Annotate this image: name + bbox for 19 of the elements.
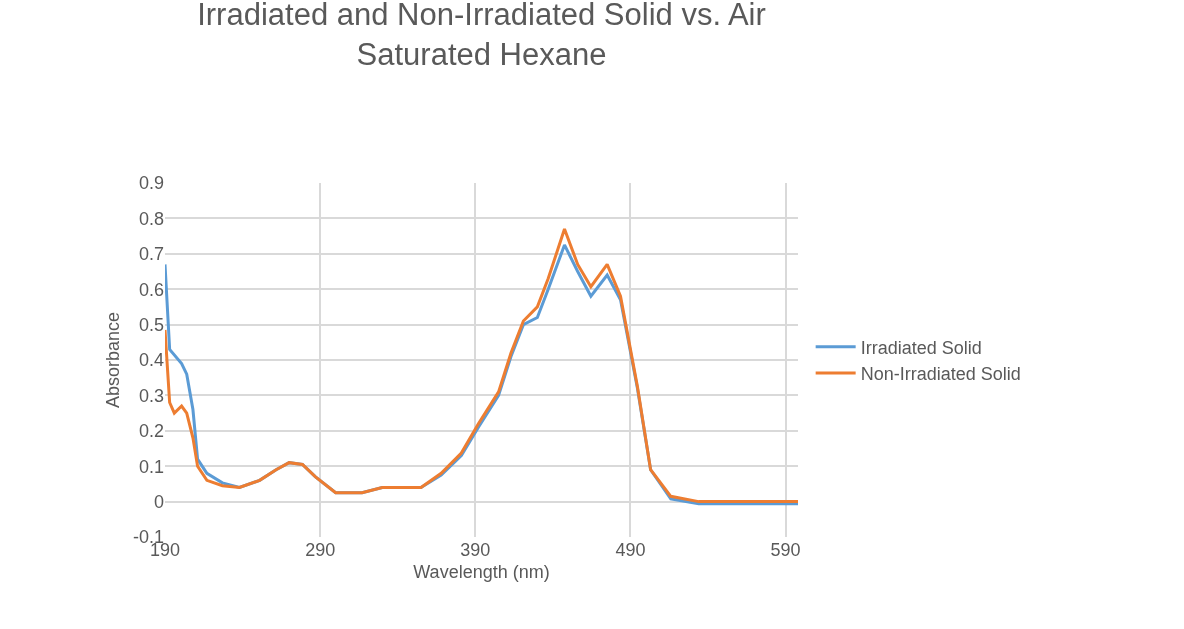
x-tick-label: 490 [615,540,646,560]
x-tick-label: 590 [770,540,801,560]
y-tick-label: 0 [153,491,164,512]
legend-label: Irradiated Solid [860,337,982,358]
y-tick-label: 0.9 [138,173,164,194]
x-tick-label: 290 [305,540,336,560]
y-tick-label: 0.4 [138,350,164,371]
y-axis-title: Absorbance [103,311,124,409]
chart-title: Irradiated and Non-Irradiated Solid vs. Air Saturated Hexane [197,0,766,73]
y-tick-label: 0.8 [138,208,164,229]
legend-label: Non-Irradiated Solid [860,364,1021,385]
x-axis-title: Wavelength (nm) [413,562,550,583]
y-tick-label: 0.7 [138,244,164,265]
y-tick-label: 0.2 [138,421,164,442]
y-tick-label: 0.5 [138,314,164,335]
y-tick-label: 0.3 [138,385,164,406]
y-tick-label: 0.1 [138,456,164,477]
x-tick-label: 390 [460,540,491,560]
y-tick-label: 0.6 [138,279,164,300]
